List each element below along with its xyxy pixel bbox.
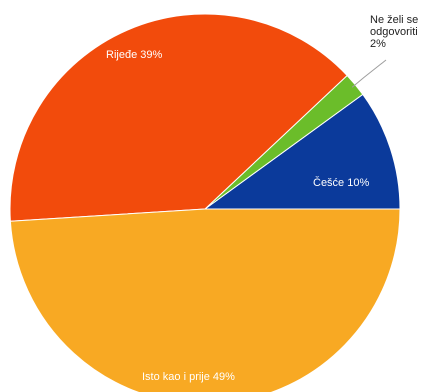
pie-slice-3 — [9, 208, 401, 392]
slice-label-2: Rijeđe 39% — [106, 49, 162, 61]
slice-label-0: Češće 10% — [313, 176, 369, 189]
pie-slice-2 — [9, 13, 348, 222]
slice-label-1-line-1: odgovoriti — [370, 26, 418, 38]
slice-leader-line-1 — [351, 59, 387, 88]
slice-label-1-line-2: 2% — [370, 38, 386, 50]
slice-label-1-line-0: Ne želi se — [370, 14, 418, 26]
pie-slice-0 — [203, 93, 401, 210]
slice-label-3: Isto kao i prije 49% — [142, 371, 235, 383]
slices-layer — [9, 13, 401, 392]
